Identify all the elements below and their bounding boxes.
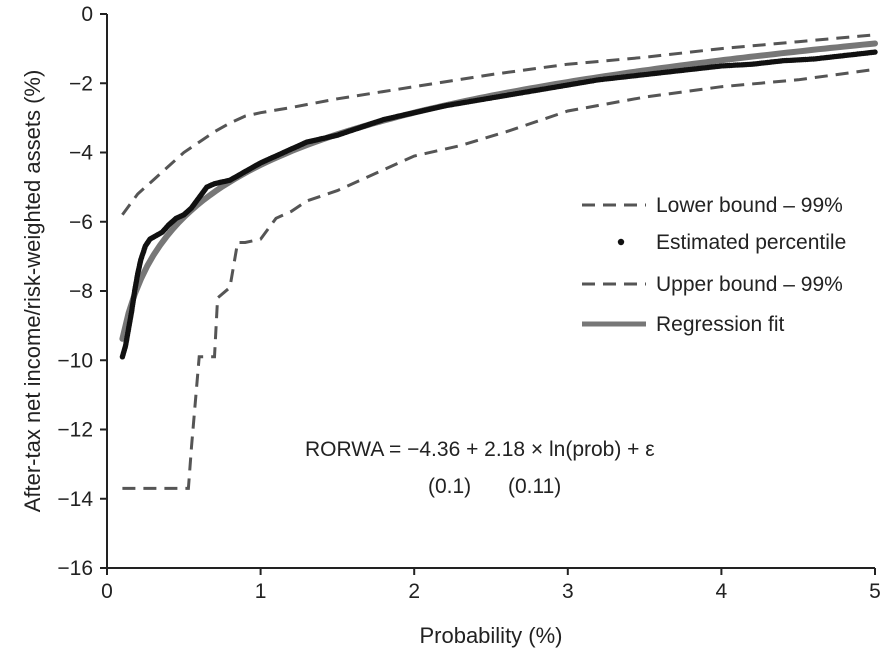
- x-axis-ticks: 0 1 2 3 4 5: [101, 568, 881, 603]
- y-tick-label: −2: [69, 72, 93, 95]
- x-tick-label: 0: [101, 580, 113, 603]
- estimated-percentile-point: [872, 49, 878, 55]
- y-tick-label: −4: [69, 142, 93, 165]
- equation-se-slope: (0.11): [508, 475, 561, 498]
- series-estimated-percentile: [119, 49, 878, 360]
- y-tick-label: −14: [57, 488, 93, 511]
- legend-label-estimated-percentile: Estimated percentile: [656, 231, 846, 254]
- legend-swatch-estimated-percentile: [617, 238, 625, 246]
- y-tick-label: −8: [69, 280, 93, 303]
- x-tick-label: 5: [869, 580, 881, 603]
- x-axis-title: Probability (%): [419, 623, 562, 648]
- equation-se-intercept: (0.1): [428, 475, 471, 498]
- equation-text: RORWA = −4.36 + 2.18 × ln(prob) + ε: [305, 438, 655, 461]
- plot-area: 0 −2 −4 −6 −8 −10 −12 −14 −16 0 1 2 3 4 5: [57, 3, 880, 603]
- x-tick-label: 2: [408, 580, 420, 603]
- y-tick-label: −16: [57, 557, 93, 580]
- legend-label-lower-bound: Lower bound – 99%: [656, 194, 843, 217]
- y-tick-label: −12: [57, 419, 93, 442]
- series-layer: [119, 33, 878, 490]
- y-tick-label: −6: [69, 211, 93, 234]
- x-tick-label: 4: [716, 580, 728, 603]
- y-tick-label: −10: [57, 349, 93, 372]
- y-axis-title: After-tax net income/risk-weighted asset…: [20, 70, 45, 513]
- x-tick-label: 1: [255, 580, 267, 603]
- x-tick-label: 3: [562, 580, 574, 603]
- series-upper-bound-99-line: [121, 33, 876, 216]
- legend-label-regression-fit: Regression fit: [656, 313, 785, 336]
- y-axis-ticks: 0 −2 −4 −6 −8 −10 −12 −14 −16: [57, 3, 107, 580]
- y-tick-label: 0: [81, 3, 93, 26]
- legend: Lower bound – 99% Estimated percentile U…: [582, 194, 846, 336]
- legend-label-upper-bound: Upper bound – 99%: [656, 273, 843, 296]
- series-lower-bound-99-line: [122, 67, 876, 490]
- regression-equation: RORWA = −4.36 + 2.18 × ln(prob) + ε (0.1…: [305, 438, 655, 498]
